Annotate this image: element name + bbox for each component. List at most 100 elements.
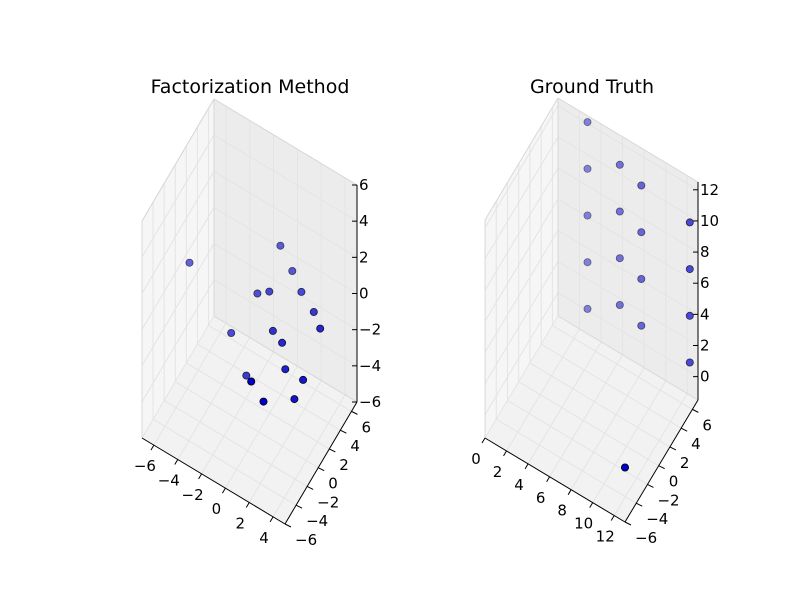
grid-line-x xyxy=(570,367,645,490)
y-tick xyxy=(329,448,336,453)
grid-line-z xyxy=(557,136,699,222)
data-point xyxy=(259,397,268,406)
data-point xyxy=(621,463,630,472)
grid-line-z xyxy=(484,261,559,384)
grid-line-z xyxy=(484,136,559,260)
z-tick-label: 0 xyxy=(359,285,369,303)
x-tick-label: −6 xyxy=(134,457,156,475)
data-point xyxy=(685,358,694,367)
x-tick xyxy=(198,473,203,480)
data-point xyxy=(615,207,624,216)
z-tick-label: 2 xyxy=(700,337,710,355)
z-tick-label: 4 xyxy=(700,305,710,323)
grid-line-z xyxy=(141,315,215,439)
data-point xyxy=(637,228,646,237)
grid-line-x xyxy=(613,393,688,516)
data-point xyxy=(583,258,592,267)
data-point xyxy=(290,395,299,404)
grid-line-x xyxy=(272,394,346,518)
x-tick xyxy=(269,516,274,523)
y-tick xyxy=(636,502,643,507)
grid-line-x xyxy=(484,315,559,439)
data-point xyxy=(185,258,194,267)
pane-edge xyxy=(557,315,699,401)
grid-line-x xyxy=(248,380,322,503)
grid-line-z xyxy=(213,243,358,331)
grid-line-y xyxy=(208,324,352,412)
grid-line-z xyxy=(557,105,699,191)
y-tick-label: −6 xyxy=(295,531,317,549)
x-tick-label: 6 xyxy=(536,489,546,507)
x-tick-label: −4 xyxy=(158,472,180,490)
x-tick-label: 2 xyxy=(235,515,245,533)
x-tick xyxy=(524,463,529,470)
z-tick-label: −2 xyxy=(359,321,381,339)
x-axis-line xyxy=(484,437,626,523)
grid-line-y xyxy=(174,381,319,469)
pane-edge xyxy=(557,97,699,183)
y-tick-label: −2 xyxy=(657,491,679,509)
data-point xyxy=(316,324,325,333)
grid-line-z xyxy=(213,170,358,258)
data-point xyxy=(278,338,287,347)
z-tick-label: 0 xyxy=(700,368,710,386)
y-tick-label: −2 xyxy=(317,493,339,511)
grid-line-z xyxy=(557,229,699,315)
grid-line-z xyxy=(141,171,215,294)
x-tick-label: 0 xyxy=(212,500,222,518)
data-point xyxy=(268,326,277,335)
grid-line-z xyxy=(557,292,699,378)
data-point xyxy=(253,289,262,298)
grid-line-z xyxy=(141,134,215,258)
data-point xyxy=(288,266,297,275)
grid-line-y xyxy=(552,324,693,410)
grid-line-y xyxy=(540,343,682,429)
y-tick xyxy=(658,465,665,470)
data-point xyxy=(309,307,318,316)
grid-line-z xyxy=(141,279,215,403)
data-point xyxy=(615,160,624,169)
y-tick-label: 0 xyxy=(328,475,338,493)
grid-line-z xyxy=(141,207,215,330)
grid-line-z xyxy=(557,167,699,253)
floor-pane xyxy=(142,316,357,524)
y-tick-label: 0 xyxy=(669,473,679,491)
grid-line-z xyxy=(484,105,559,229)
z-tick-label: −4 xyxy=(359,357,381,375)
x-tick xyxy=(567,489,572,495)
z-tick-label: 8 xyxy=(700,243,710,261)
data-point xyxy=(583,211,592,220)
x-tick xyxy=(245,502,250,508)
grid-line-x xyxy=(592,380,667,503)
chart-title-factorization-method: Factorization Method xyxy=(150,76,350,98)
z-tick-label: −6 xyxy=(359,393,381,411)
pane-edge xyxy=(484,97,559,221)
grid-line-z xyxy=(484,167,559,291)
y-tick xyxy=(318,467,325,472)
data-point xyxy=(615,300,624,309)
data-point xyxy=(637,181,646,190)
x-tick xyxy=(221,487,226,494)
data-point xyxy=(685,265,694,274)
y-tick xyxy=(680,427,688,432)
z-tick-label: 6 xyxy=(700,274,710,292)
x-axis-line xyxy=(141,437,286,525)
grid-line-y xyxy=(163,400,308,487)
x-tick xyxy=(150,444,155,451)
y-tick-label: 4 xyxy=(691,435,701,453)
y-tick-label: 2 xyxy=(680,454,690,472)
z-tick-label: 2 xyxy=(359,248,369,266)
x-tick-label: 0 xyxy=(471,450,481,468)
chart-title-ground-truth: Ground Truth xyxy=(529,76,655,98)
z-tick-label: 6 xyxy=(359,176,369,194)
grid-line-z xyxy=(484,292,559,415)
grid-line-z xyxy=(557,261,699,346)
y-axis-line xyxy=(624,399,699,523)
y-tick-label: 2 xyxy=(339,456,349,474)
y-tick-label: 4 xyxy=(350,437,360,455)
z-tick-label: 4 xyxy=(359,212,369,230)
grid-line-x xyxy=(506,328,580,452)
y-tick xyxy=(692,408,699,413)
pane-edge xyxy=(213,315,358,403)
